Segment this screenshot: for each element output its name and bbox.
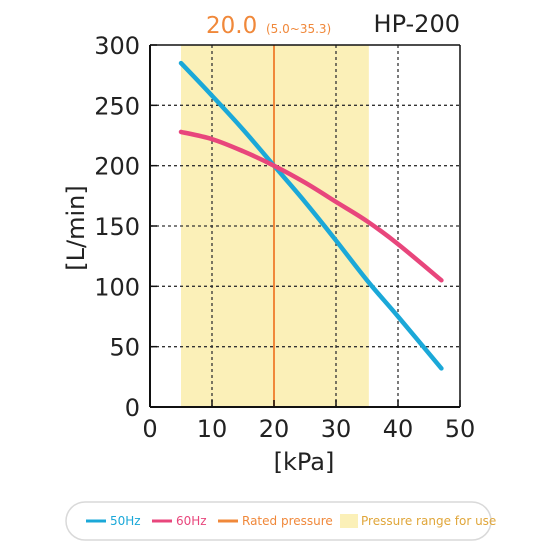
- y-tick-label-250: 250: [94, 92, 140, 120]
- y-tick-label-200: 200: [94, 153, 140, 181]
- x-tick-label-40: 40: [383, 415, 414, 443]
- x-tick-label-50: 50: [445, 415, 476, 443]
- y-tick-label-0: 0: [125, 394, 140, 422]
- series-line-60hz: [178, 129, 444, 283]
- legend-label-50hz: 50Hz: [110, 514, 141, 528]
- x-tick-label-10: 10: [197, 415, 228, 443]
- y-tick-label-300: 300: [94, 32, 140, 60]
- legend-label-pressure-range: Pressure range for use: [361, 514, 496, 528]
- chart-title: HP-200: [374, 10, 460, 38]
- y-tick-label-50: 50: [109, 334, 140, 362]
- rated-pressure-range: (5.0~35.3): [266, 22, 331, 36]
- legend-label-rated-pressure: Rated pressure: [242, 514, 333, 528]
- x-tick-label-30: 30: [321, 415, 352, 443]
- rated-pressure-value: 20.0: [206, 13, 257, 39]
- y-tick-label-150: 150: [94, 213, 140, 241]
- x-axis-label: [kPa]: [274, 448, 335, 476]
- series-line-50hz: [178, 60, 444, 371]
- y-tick-label-100: 100: [94, 273, 140, 301]
- x-tick-label-20: 20: [259, 415, 290, 443]
- legend-swatch-pressure-range: [340, 514, 358, 528]
- legend-label-60hz: 60Hz: [176, 514, 207, 528]
- y-axis-label: [L/min]: [62, 185, 90, 270]
- legend-box: [65, 501, 492, 541]
- x-tick-label-0: 0: [142, 415, 157, 443]
